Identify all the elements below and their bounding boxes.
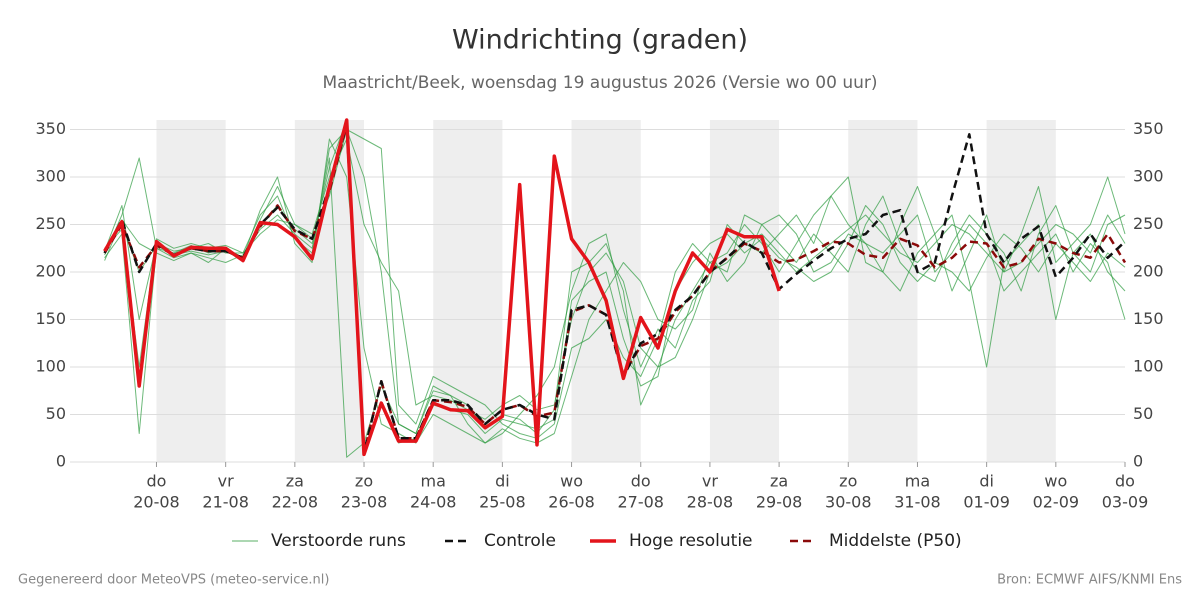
y-tick-label: 150 — [35, 309, 66, 328]
x-tick-label: 28-08 — [687, 493, 734, 512]
legend-label: Middelste (P50) — [829, 531, 962, 551]
y2-tick-label: 200 — [1133, 262, 1164, 281]
y2-tick-label: 300 — [1133, 167, 1164, 186]
y-tick-label: 100 — [35, 357, 66, 376]
y-tick-label: 350 — [35, 119, 66, 138]
legend-label: Verstoorde runs — [271, 531, 406, 551]
x-tick-day: ma — [905, 472, 930, 491]
y-tick-label: 250 — [35, 214, 66, 233]
footer-left: Gegenereerd door MeteoVPS (meteo-service… — [18, 573, 329, 588]
y2-tick-label: 250 — [1133, 214, 1164, 233]
x-tick-label: 01-09 — [963, 493, 1010, 512]
x-tick-day: wo — [560, 472, 583, 491]
day-band — [709, 120, 780, 462]
y-tick-label: 200 — [35, 262, 66, 281]
y-tick-label: 300 — [35, 167, 66, 186]
x-tick-label: 26-08 — [548, 493, 595, 512]
x-tick-day: di — [495, 472, 510, 491]
x-tick-day: di — [979, 472, 994, 491]
x-tick-label: 03-09 — [1102, 493, 1149, 512]
x-tick-label: 21-08 — [202, 493, 249, 512]
y2-tick-label: 100 — [1133, 357, 1164, 376]
y2-tick-label: 0 — [1133, 452, 1143, 471]
series-line — [103, 123, 1126, 454]
x-tick-label: 31-08 — [894, 493, 941, 512]
ensemble-line — [104, 157, 1126, 458]
x-tick-day: do — [1115, 472, 1135, 491]
x-tick-day: ma — [421, 472, 446, 491]
y2-tick-label: 350 — [1133, 119, 1164, 138]
x-tick-label: 02-09 — [1033, 493, 1080, 512]
chart-title: Windrichting (graden) — [452, 25, 748, 56]
x-tick-label: 20-08 — [133, 493, 180, 512]
x-tick-day: vr — [702, 472, 718, 491]
x-tick-label: 29-08 — [756, 493, 803, 512]
x-tick-day: za — [770, 472, 788, 491]
x-tick-label: 27-08 — [617, 493, 664, 512]
x-tick-day: do — [146, 472, 166, 491]
x-tick-day: vr — [218, 472, 234, 491]
legend-label: Hoge resolutie — [629, 531, 753, 551]
chart-subtitle: Maastricht/Beek, woensdag 19 augustus 20… — [322, 73, 877, 93]
x-tick-label: 30-08 — [825, 493, 872, 512]
x-tick-day: zo — [839, 472, 857, 491]
legend-label: Controle — [484, 531, 556, 551]
y2-tick-label: 150 — [1133, 309, 1164, 328]
day-band — [848, 120, 918, 462]
y-tick-label: 50 — [46, 404, 66, 423]
x-tick-label: 23-08 — [341, 493, 388, 512]
series-line — [103, 118, 781, 457]
y-tick-label: 0 — [56, 452, 66, 471]
y2-tick-label: 50 — [1133, 404, 1153, 423]
ensemble-line — [104, 138, 1126, 444]
x-tick-label: 25-08 — [479, 493, 526, 512]
footer-right: Bron: ECMWF AIFS/KNMI Ens — [997, 573, 1182, 588]
ensemble-line — [104, 129, 1126, 444]
x-tick-day: do — [631, 472, 651, 491]
day-band — [156, 120, 226, 462]
x-tick-label: 22-08 — [272, 493, 319, 512]
x-tick-day: zo — [355, 472, 373, 491]
x-tick-label: 24-08 — [410, 493, 457, 512]
x-tick-day: za — [286, 472, 304, 491]
x-tick-day: wo — [1044, 472, 1067, 491]
